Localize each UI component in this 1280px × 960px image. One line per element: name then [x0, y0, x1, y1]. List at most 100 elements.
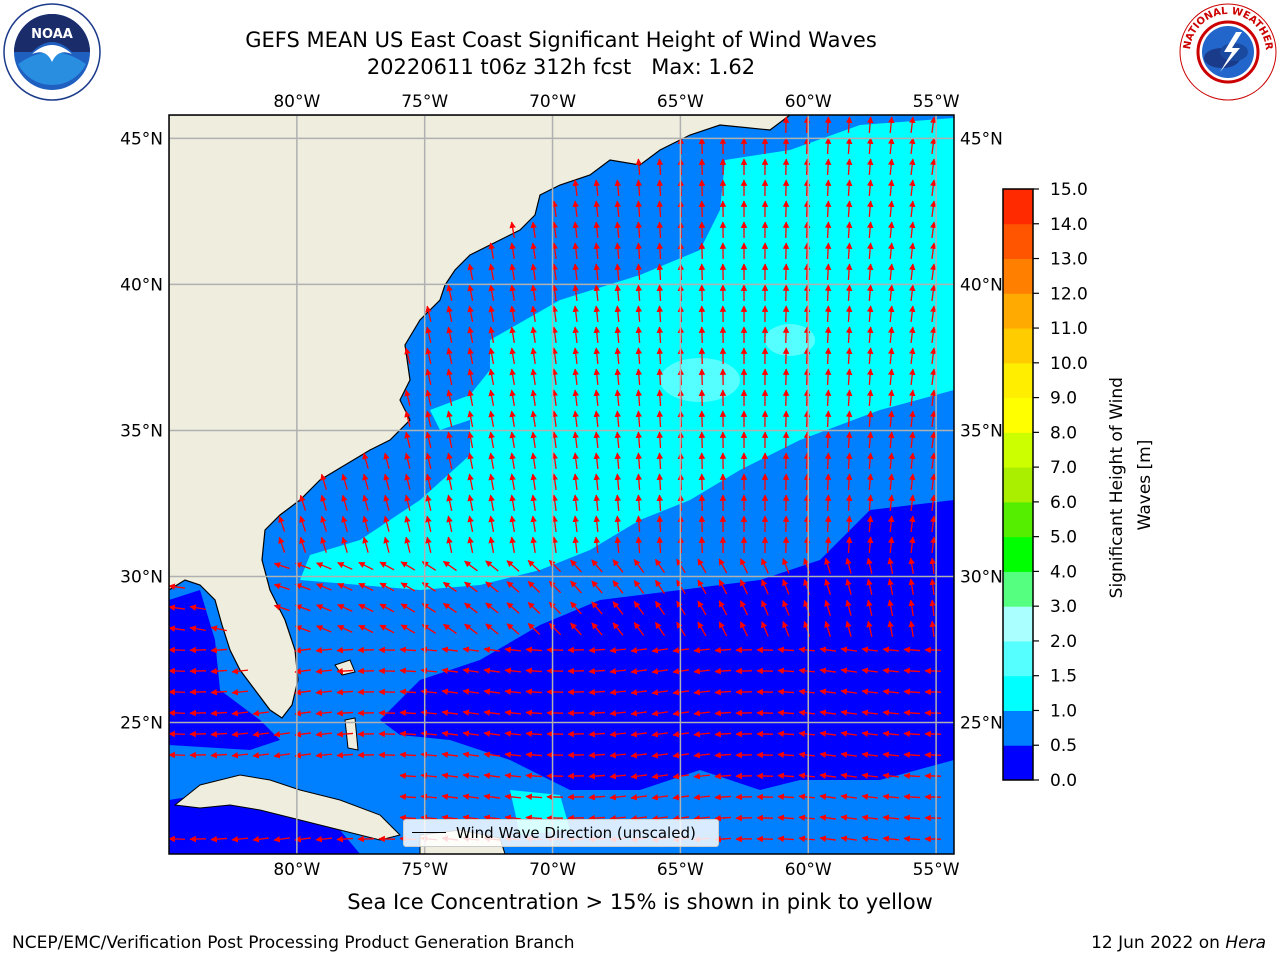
wave-direction-arrow	[467, 389, 474, 406]
wave-direction-arrow	[866, 473, 874, 491]
wave-direction-arrow	[798, 772, 816, 779]
wave-direction-arrow	[782, 599, 790, 616]
wave-direction-arrow	[527, 623, 541, 635]
colorbar: 0.0 0.5 1.0 1.5 2.0 3.0 4.0 5.0 6.0 7.0 8.0 9.0 10.0…	[1002, 180, 1088, 791]
wave-direction-arrow	[400, 603, 416, 613]
wave-direction-arrow	[614, 389, 622, 407]
wave-direction-arrow	[840, 814, 858, 821]
wave-direction-arrow	[887, 620, 894, 637]
wave-direction-arrow	[593, 221, 601, 239]
wave-direction-arrow	[588, 772, 606, 780]
wave-direction-arrow	[909, 326, 916, 344]
lon-tick-label-top: 80°W	[273, 92, 320, 112]
lon-tick-label-top: 65°W	[657, 92, 704, 112]
wave-direction-arrow	[803, 389, 811, 407]
wave-direction-arrow	[572, 263, 579, 281]
wave-direction-arrow	[315, 836, 333, 843]
wave-direction-arrow	[861, 730, 879, 737]
wave-direction-arrow	[739, 600, 749, 616]
wave-direction-arrow	[635, 515, 643, 533]
noaa-logo: NOAA	[3, 3, 101, 101]
colorbar-segment	[1003, 223, 1033, 260]
lon-tick-label-top: 60°W	[785, 92, 832, 112]
wave-direction-arrow	[845, 620, 852, 637]
wave-direction-arrow	[633, 580, 645, 594]
wave-direction-arrow	[866, 536, 874, 554]
map-tick-labels: 80°W 80°W 75°W 75°W 70°W 70°W 65°W 65°W 60°W 60°W…	[120, 92, 1003, 880]
wave-direction-arrow	[315, 668, 333, 675]
colorbar-segment	[1003, 640, 1033, 677]
wave-direction-arrow	[882, 709, 900, 717]
wave-direction-arrow	[210, 730, 228, 738]
wave-direction-arrow	[635, 452, 643, 470]
wave-direction-arrow	[425, 431, 432, 448]
wave-direction-arrow	[903, 688, 921, 696]
wave-direction-arrow	[467, 368, 474, 385]
wave-direction-arrow	[761, 558, 769, 574]
wave-direction-arrow	[803, 158, 811, 176]
wave-direction-arrow	[316, 604, 332, 612]
wave-direction-arrow	[909, 536, 916, 554]
wave-direction-arrow	[404, 473, 411, 490]
wave-direction-arrow	[530, 536, 537, 554]
wave-direction-arrow	[930, 263, 937, 281]
wave-direction-arrow	[425, 326, 432, 343]
wave-direction-arrow	[635, 284, 643, 302]
wave-direction-arrow	[698, 305, 706, 323]
wave-direction-arrow	[379, 624, 395, 634]
wave-direction-arrow	[336, 688, 354, 696]
wave-direction-arrow	[383, 452, 390, 469]
wave-direction-arrow	[530, 473, 537, 491]
wave-direction-arrow	[909, 221, 916, 239]
land-north-america	[169, 115, 791, 719]
wave-direction-arrow	[903, 835, 921, 843]
wave-direction-arrow	[656, 536, 664, 554]
wave-direction-arrow	[777, 730, 795, 738]
wave-direction-arrow	[698, 284, 706, 302]
wave-direction-arrow	[504, 709, 522, 717]
wave-direction-arrow	[551, 284, 558, 302]
wave-direction-arrow	[400, 624, 416, 634]
wave-direction-arrow	[824, 494, 832, 512]
lat-tick-label-right: 35°N	[960, 421, 1003, 441]
wave-direction-arrow	[588, 667, 606, 675]
wave-direction-arrow	[404, 431, 411, 448]
wave-direction-arrow	[654, 600, 666, 615]
colorbar-tick-label: 11.0	[1050, 319, 1088, 339]
wave-direction-arrow	[845, 431, 853, 449]
wave-direction-arrow	[462, 688, 480, 695]
sea-ice-note: Sea Ice Concentration > 15% is shown in …	[0, 890, 1280, 914]
wave-direction-arrow	[362, 515, 369, 532]
wave-direction-arrow	[656, 410, 664, 428]
wave-direction-arrow	[341, 515, 348, 532]
colorbar-segment	[1003, 397, 1033, 433]
wave-direction-arrow	[930, 494, 937, 512]
wave-direction-arrow	[718, 558, 728, 574]
wave-direction-arrow	[908, 557, 915, 575]
wave-direction-arrow	[488, 452, 495, 469]
wave-direction-arrow	[782, 557, 790, 574]
wave-direction-arrow	[866, 599, 873, 616]
wave-direction-arrow	[551, 473, 558, 491]
wave-direction-arrow	[887, 305, 895, 323]
wave-direction-arrow	[420, 793, 438, 801]
wave-direction-arrow	[824, 263, 832, 281]
wave-direction-arrow	[614, 263, 622, 281]
wave-direction-arrow	[845, 305, 853, 323]
wave-direction-arrow	[866, 179, 874, 197]
wave-direction-arrow	[467, 515, 474, 532]
wave-direction-arrow	[609, 730, 627, 738]
wave-direction-arrow	[819, 751, 837, 758]
wave-direction-arrow	[635, 179, 643, 197]
wave-direction-arrow	[593, 389, 601, 407]
lon-tick-label-top: 70°W	[529, 92, 576, 112]
wave-direction-arrow	[887, 578, 894, 595]
wave-direction-arrow	[210, 688, 228, 696]
wave-direction-arrow	[845, 410, 853, 428]
wave-direction-arrow	[903, 667, 921, 675]
wave-direction-arrow	[887, 137, 895, 155]
wave-direction-arrow	[483, 793, 501, 800]
wave-direction-arrow	[635, 158, 643, 176]
wave-direction-arrow	[341, 536, 348, 553]
wave-direction-arrow	[819, 835, 837, 842]
